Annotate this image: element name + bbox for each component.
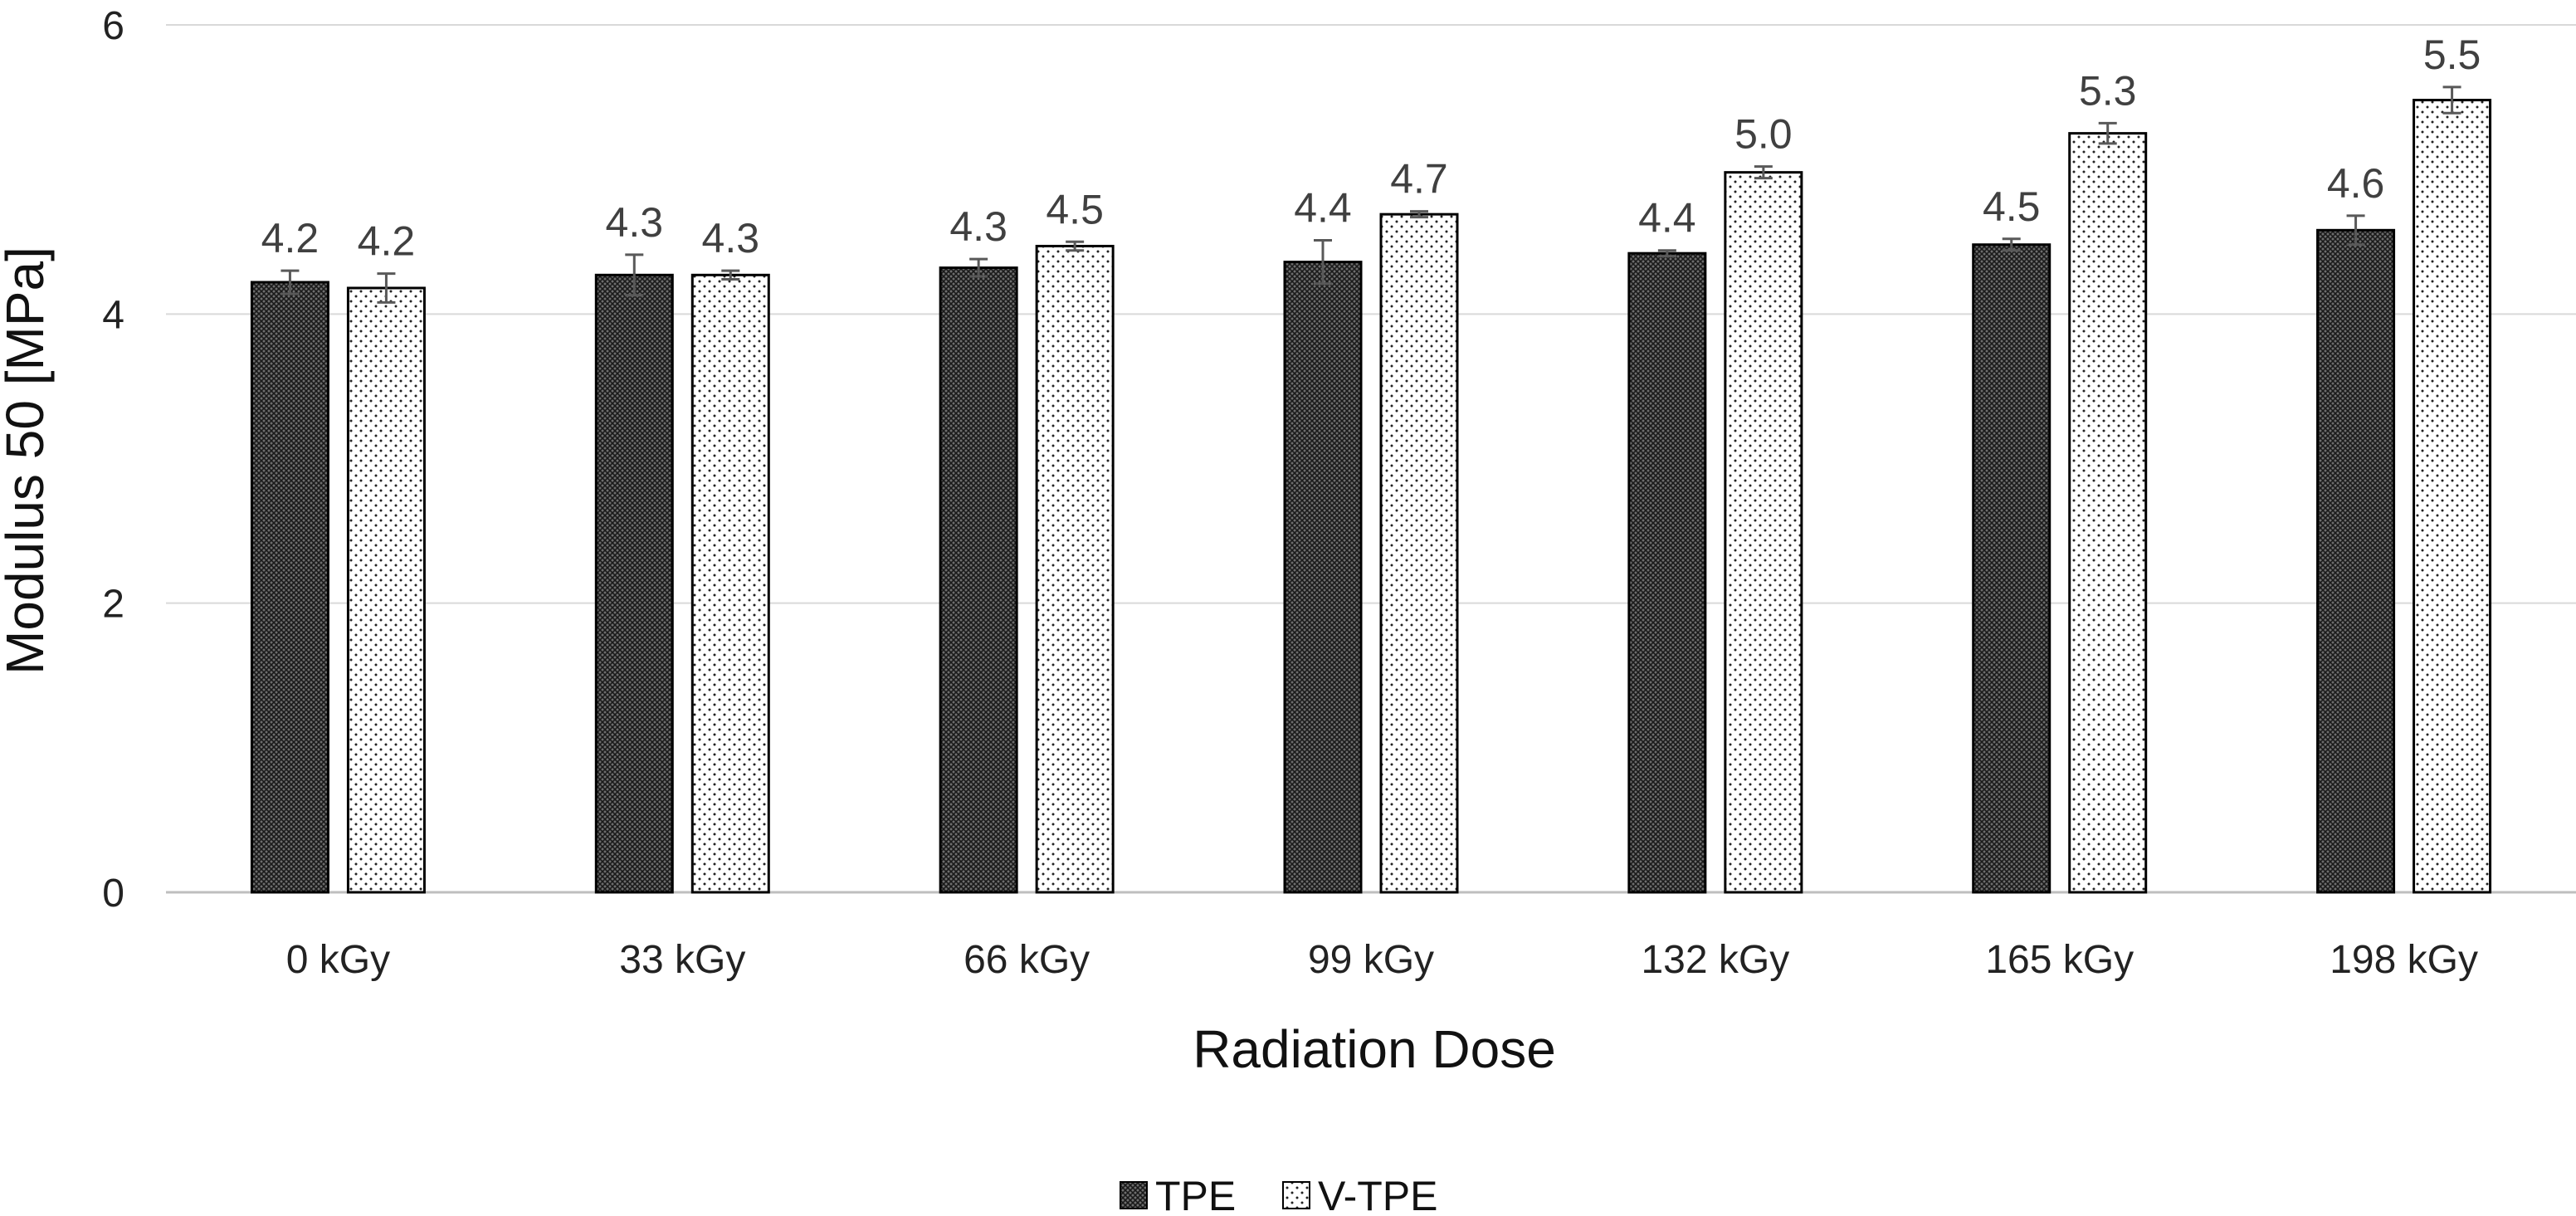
error-bar-vtpe: [1754, 165, 1773, 180]
data-label-vtpe: 4.3: [702, 215, 760, 261]
data-label-vtpe: 5.3: [2079, 67, 2137, 114]
bar-vtpe: [1035, 244, 1115, 894]
error-bar-vtpe: [721, 269, 740, 281]
data-label-vtpe: 4.7: [1390, 156, 1448, 203]
x-tick-label: 99 kGy: [1308, 938, 1434, 982]
error-bar-vtpe: [2098, 121, 2117, 145]
error-bar-vtpe: [377, 272, 396, 304]
error-bar-tpe: [969, 257, 988, 278]
x-tick-label: 33 kGy: [619, 938, 745, 982]
data-label-tpe: 4.2: [261, 215, 320, 261]
data-label-vtpe: 4.5: [1046, 186, 1104, 232]
bar-tpe: [1972, 243, 2052, 894]
x-tick-label: 165 kGy: [1985, 938, 2134, 982]
bar-tpe: [250, 281, 329, 894]
error-bar-tpe: [1657, 249, 1676, 258]
data-label-tpe: 4.4: [1638, 195, 1696, 242]
data-label-vtpe: 5.0: [1734, 111, 1793, 158]
bar-tpe: [939, 266, 1018, 894]
error-bar-tpe: [2002, 237, 2021, 252]
bar-tpe: [1283, 261, 1363, 894]
data-label-tpe: 4.5: [1983, 183, 2041, 230]
error-bar-vtpe: [2442, 85, 2461, 115]
x-axis-title: Radiation Dose: [1193, 1019, 1556, 1079]
data-label-tpe: 4.4: [1294, 185, 1352, 232]
bar-vtpe: [690, 273, 770, 894]
legend-swatch-vtpe: [1282, 1181, 1310, 1209]
error-bar-tpe: [2346, 214, 2365, 247]
legend-swatch-tpe: [1120, 1181, 1148, 1209]
bar-vtpe: [1379, 212, 1459, 894]
data-label-tpe: 4.3: [949, 203, 1007, 250]
error-bar-tpe: [281, 269, 300, 295]
legend-label-vtpe: V-TPE: [1318, 1173, 1437, 1216]
x-tick-label: 66 kGy: [964, 938, 1090, 982]
legend: TPE V-TPE: [1120, 1173, 1437, 1216]
bars: [250, 85, 2492, 894]
error-bar-vtpe: [1410, 210, 1428, 219]
x-tick-label: 132 kGy: [1641, 938, 1789, 982]
bar-vtpe: [2413, 99, 2492, 894]
y-tick-label: 2: [102, 583, 124, 627]
x-tick-label: 198 kGy: [2330, 938, 2478, 982]
bar-vtpe: [1724, 171, 1803, 894]
y-axis-title: Modulus 50 [MPa]: [0, 247, 55, 675]
error-bar-tpe: [625, 253, 644, 297]
data-label-vtpe: 4.2: [358, 218, 416, 265]
gridlines: [166, 24, 2576, 894]
bar-tpe: [2316, 228, 2396, 894]
data-label-tpe: 4.3: [606, 199, 664, 246]
data-label-tpe: 4.6: [2327, 160, 2385, 207]
error-bar-tpe: [1314, 239, 1332, 286]
bar-tpe: [594, 273, 674, 894]
bar-tpe: [1627, 252, 1707, 894]
y-tick-label: 0: [102, 872, 124, 916]
labels: 0 2 4 6 0 kGy 4.2 4.2 33 kGy 4.3 4.3 66 kGy 4.3 4.5 9…: [102, 4, 2481, 982]
legend-label-tpe: TPE: [1155, 1173, 1236, 1216]
y-tick-label: 4: [102, 293, 124, 337]
bar-vtpe: [2068, 132, 2148, 894]
x-tick-label: 0 kGy: [286, 938, 390, 982]
y-tick-label: 6: [102, 4, 124, 48]
data-label-vtpe: 5.5: [2423, 32, 2481, 78]
error-bar-vtpe: [1066, 240, 1085, 252]
bar-vtpe: [346, 286, 426, 894]
